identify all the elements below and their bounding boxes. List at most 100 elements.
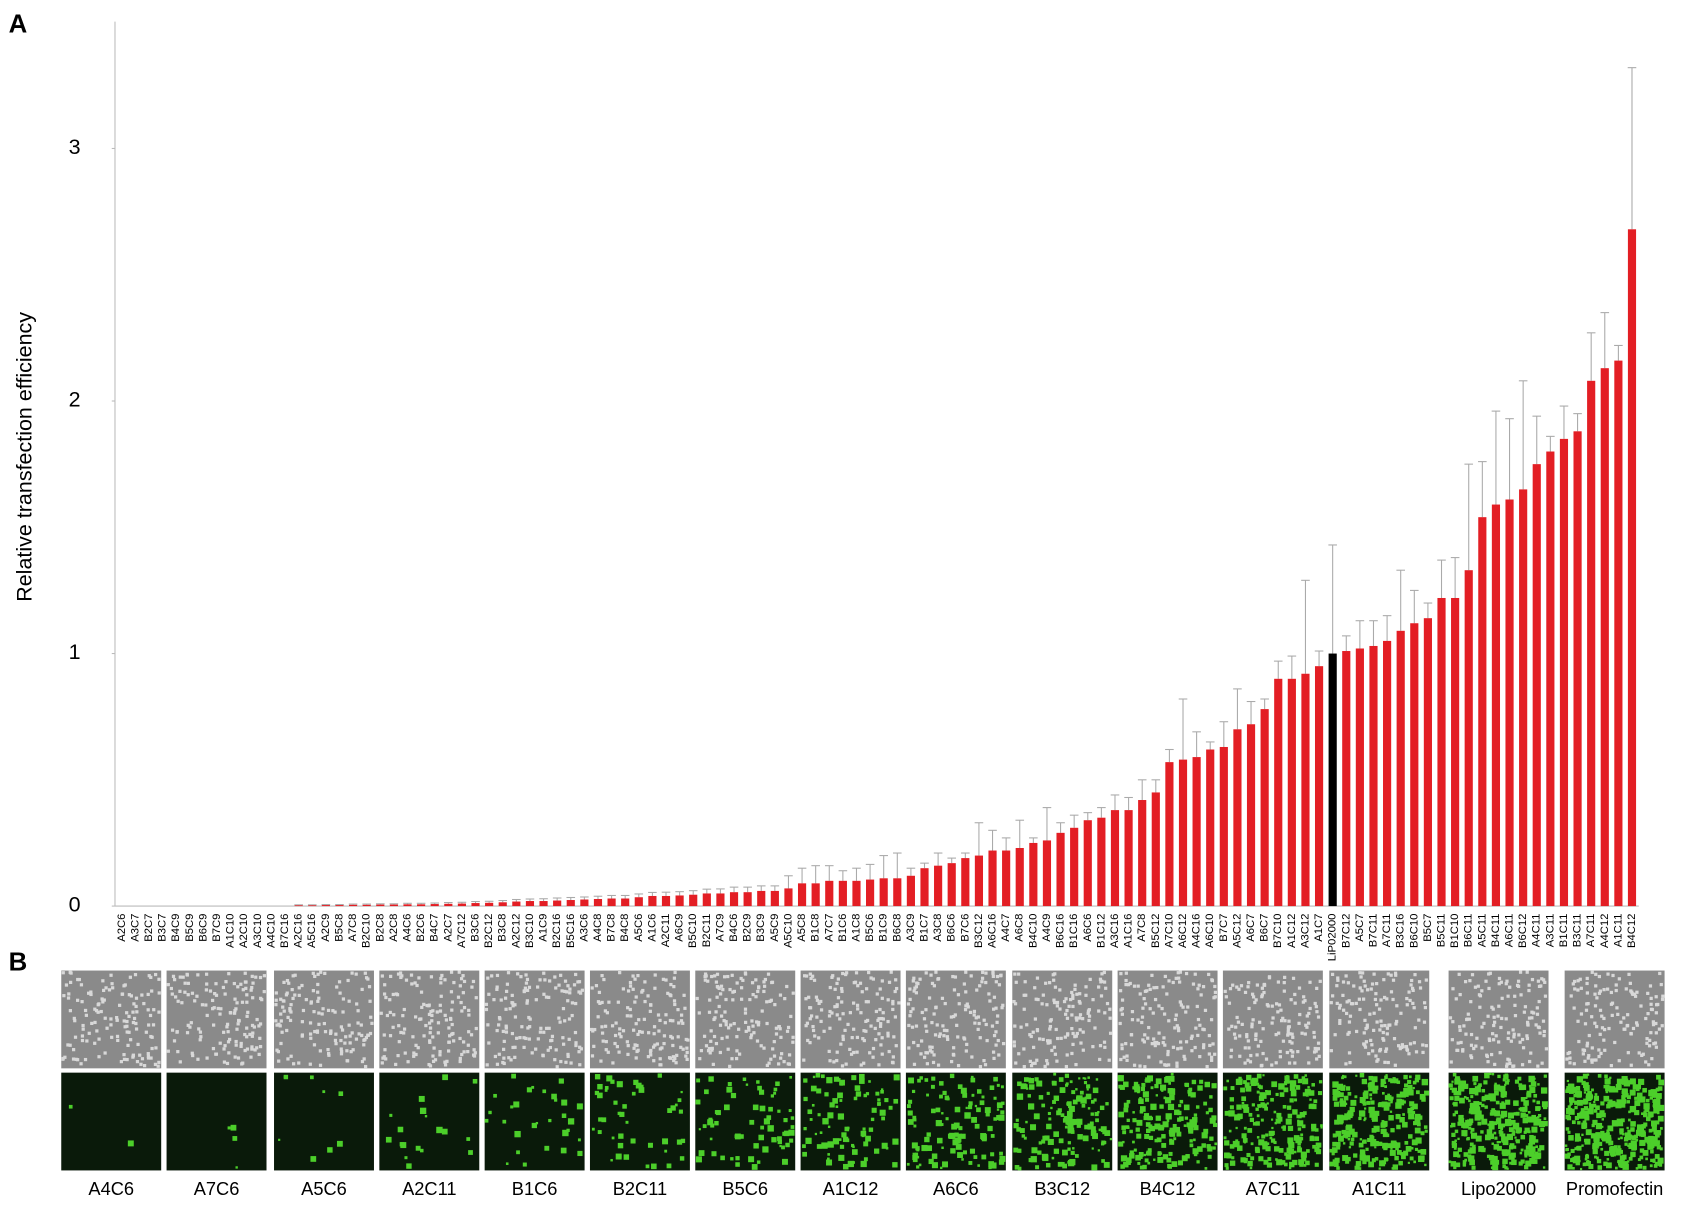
cell xyxy=(1108,1016,1112,1020)
cell xyxy=(1362,979,1366,983)
cell xyxy=(1378,1141,1383,1146)
cell xyxy=(520,1025,524,1029)
cell xyxy=(1490,1005,1494,1009)
cell xyxy=(513,1045,517,1049)
cell xyxy=(951,974,955,979)
cell xyxy=(573,1030,578,1035)
cell xyxy=(402,1031,406,1035)
cell xyxy=(1277,1116,1283,1122)
cell xyxy=(836,977,840,981)
cell xyxy=(772,1054,777,1058)
cell xyxy=(1512,1145,1517,1149)
cell xyxy=(1161,1125,1165,1130)
cell xyxy=(942,1034,946,1038)
cell xyxy=(637,1018,641,1022)
cell xyxy=(123,1025,127,1029)
cell xyxy=(723,1104,730,1111)
cell xyxy=(1084,985,1088,989)
cell xyxy=(1597,1141,1603,1147)
cell xyxy=(369,1015,373,1019)
cell xyxy=(1363,1090,1369,1096)
cell xyxy=(1617,1137,1620,1140)
cell xyxy=(297,1061,301,1065)
cell xyxy=(601,1039,605,1043)
cell xyxy=(542,1030,546,1034)
cell xyxy=(1469,1108,1474,1113)
cell xyxy=(1344,974,1348,978)
cell xyxy=(1606,1134,1612,1140)
cell xyxy=(1146,1128,1151,1134)
cell xyxy=(241,988,245,992)
cell xyxy=(1484,1134,1491,1141)
cell xyxy=(120,992,125,996)
cell xyxy=(638,1029,642,1034)
cell xyxy=(1650,1057,1654,1061)
cell xyxy=(1262,1103,1268,1109)
cell xyxy=(865,1092,870,1096)
cell xyxy=(568,991,572,995)
cell xyxy=(1260,1063,1264,1068)
cell xyxy=(1282,1104,1287,1109)
cell xyxy=(853,1096,858,1101)
cell xyxy=(554,986,558,990)
cell xyxy=(1464,1158,1468,1162)
cell xyxy=(1410,1146,1414,1150)
cell xyxy=(1050,1048,1054,1053)
cell xyxy=(1349,1002,1354,1006)
cell xyxy=(484,1007,489,1012)
cell xyxy=(1498,1051,1502,1055)
cell xyxy=(1346,1112,1353,1119)
cell xyxy=(1053,1131,1059,1137)
cell xyxy=(1540,1087,1548,1094)
cell xyxy=(1571,982,1575,986)
cell xyxy=(218,1041,222,1045)
cell xyxy=(356,1009,360,1013)
cell xyxy=(715,1110,721,1116)
cell xyxy=(695,1099,701,1105)
cell xyxy=(1376,1058,1380,1062)
cell xyxy=(854,1085,861,1091)
cell xyxy=(249,1055,253,1059)
cell xyxy=(1628,1110,1631,1114)
cell xyxy=(1504,1119,1512,1127)
cell xyxy=(1149,1125,1155,1132)
cell xyxy=(862,1127,866,1131)
cell xyxy=(1167,1103,1175,1111)
cell xyxy=(1649,1031,1653,1035)
cell xyxy=(550,1034,555,1038)
cell xyxy=(1348,1014,1353,1018)
cell xyxy=(822,1029,826,1033)
cell xyxy=(1525,1034,1529,1038)
cell xyxy=(1474,1044,1478,1048)
cell xyxy=(828,1009,832,1014)
cell xyxy=(1520,1112,1526,1118)
cell xyxy=(309,1001,313,1005)
cell xyxy=(1203,1128,1209,1134)
x-tick-label: B2C10 xyxy=(361,914,373,948)
cell xyxy=(1334,1162,1339,1167)
cell xyxy=(839,1042,843,1046)
cell xyxy=(1132,1140,1135,1144)
cell xyxy=(956,1063,961,1068)
cell xyxy=(1245,1085,1252,1092)
cell xyxy=(1092,1087,1099,1094)
cell xyxy=(980,976,985,980)
cell xyxy=(803,1126,807,1131)
cell xyxy=(462,979,467,984)
x-tick-label: B5C11 xyxy=(1435,914,1447,948)
cell xyxy=(1155,1078,1162,1085)
cell xyxy=(1078,992,1082,996)
cell xyxy=(458,1036,462,1041)
cell xyxy=(1586,1159,1590,1163)
cell xyxy=(827,1112,834,1119)
x-tick-label: A5C10 xyxy=(782,914,794,948)
cell xyxy=(1230,1024,1234,1028)
cell xyxy=(803,1078,808,1083)
cell xyxy=(1256,1136,1260,1139)
cell xyxy=(1567,1152,1571,1156)
cell xyxy=(396,972,401,976)
cell xyxy=(146,1054,151,1058)
cell xyxy=(457,970,461,974)
cell xyxy=(105,1026,109,1030)
x-tick-label: B3C11 xyxy=(1572,914,1584,948)
